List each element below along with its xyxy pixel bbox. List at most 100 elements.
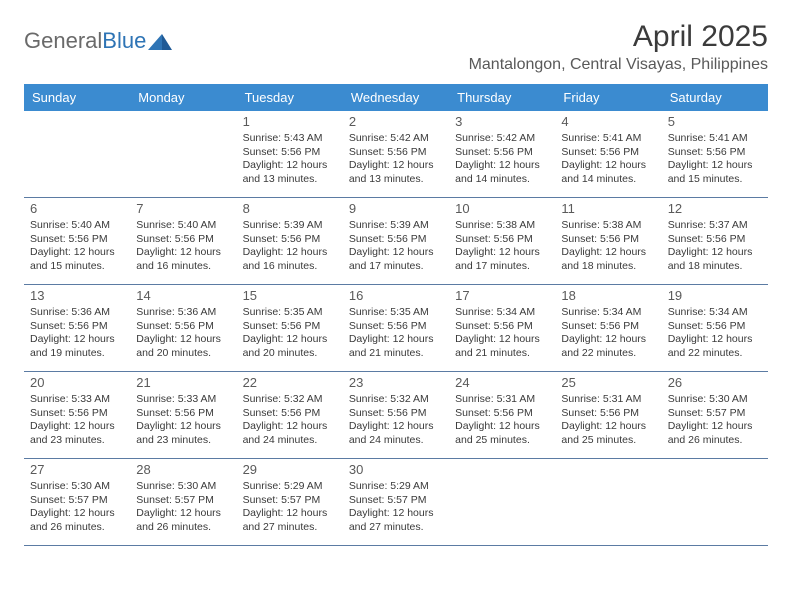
sunrise-text: Sunrise: 5:41 AM [561,132,655,146]
calendar-cell: 27Sunrise: 5:30 AMSunset: 5:57 PMDayligh… [24,459,130,545]
daylight-text: Daylight: 12 hours and 20 minutes. [136,333,230,360]
sunrise-text: Sunrise: 5:30 AM [30,480,124,494]
sunset-text: Sunset: 5:56 PM [349,146,443,160]
sunrise-text: Sunrise: 5:43 AM [243,132,337,146]
calendar-cell: 19Sunrise: 5:34 AMSunset: 5:56 PMDayligh… [662,285,768,371]
calendar-cell: 17Sunrise: 5:34 AMSunset: 5:56 PMDayligh… [449,285,555,371]
sunset-text: Sunset: 5:56 PM [136,233,230,247]
weekday-header: Sunday [24,84,130,111]
weekday-header: Tuesday [237,84,343,111]
sunrise-text: Sunrise: 5:29 AM [243,480,337,494]
week-row: 13Sunrise: 5:36 AMSunset: 5:56 PMDayligh… [24,285,768,372]
daylight-text: Daylight: 12 hours and 18 minutes. [668,246,762,273]
day-number: 3 [455,114,549,131]
daylight-text: Daylight: 12 hours and 20 minutes. [243,333,337,360]
calendar-cell: 18Sunrise: 5:34 AMSunset: 5:56 PMDayligh… [555,285,661,371]
sunrise-text: Sunrise: 5:42 AM [455,132,549,146]
sunrise-text: Sunrise: 5:35 AM [349,306,443,320]
daylight-text: Daylight: 12 hours and 26 minutes. [136,507,230,534]
calendar-cell: 2Sunrise: 5:42 AMSunset: 5:56 PMDaylight… [343,111,449,197]
calendar-cell: 25Sunrise: 5:31 AMSunset: 5:56 PMDayligh… [555,372,661,458]
daylight-text: Daylight: 12 hours and 24 minutes. [243,420,337,447]
daylight-text: Daylight: 12 hours and 18 minutes. [561,246,655,273]
sunrise-text: Sunrise: 5:32 AM [349,393,443,407]
calendar-cell: 24Sunrise: 5:31 AMSunset: 5:56 PMDayligh… [449,372,555,458]
week-row: 27Sunrise: 5:30 AMSunset: 5:57 PMDayligh… [24,459,768,546]
day-number: 28 [136,462,230,479]
calendar-cell: 9Sunrise: 5:39 AMSunset: 5:56 PMDaylight… [343,198,449,284]
brand-text-general: General [24,28,102,54]
day-number: 6 [30,201,124,218]
day-number: 13 [30,288,124,305]
daylight-text: Daylight: 12 hours and 16 minutes. [136,246,230,273]
day-number: 2 [349,114,443,131]
calendar-cell: 29Sunrise: 5:29 AMSunset: 5:57 PMDayligh… [237,459,343,545]
daylight-text: Daylight: 12 hours and 21 minutes. [455,333,549,360]
daylight-text: Daylight: 12 hours and 25 minutes. [455,420,549,447]
day-number: 9 [349,201,443,218]
sunrise-text: Sunrise: 5:34 AM [561,306,655,320]
brand-logo: GeneralBlue [24,20,174,54]
calendar: Sunday Monday Tuesday Wednesday Thursday… [24,84,768,546]
calendar-cell: 6Sunrise: 5:40 AMSunset: 5:56 PMDaylight… [24,198,130,284]
day-number: 25 [561,375,655,392]
calendar-cell: 8Sunrise: 5:39 AMSunset: 5:56 PMDaylight… [237,198,343,284]
sunrise-text: Sunrise: 5:40 AM [136,219,230,233]
week-row: 20Sunrise: 5:33 AMSunset: 5:56 PMDayligh… [24,372,768,459]
sunrise-text: Sunrise: 5:31 AM [455,393,549,407]
calendar-cell: 7Sunrise: 5:40 AMSunset: 5:56 PMDaylight… [130,198,236,284]
day-number: 20 [30,375,124,392]
calendar-cell: 12Sunrise: 5:37 AMSunset: 5:56 PMDayligh… [662,198,768,284]
calendar-cell: 14Sunrise: 5:36 AMSunset: 5:56 PMDayligh… [130,285,236,371]
sunrise-text: Sunrise: 5:29 AM [349,480,443,494]
sunrise-text: Sunrise: 5:36 AM [30,306,124,320]
sunrise-text: Sunrise: 5:38 AM [561,219,655,233]
sunset-text: Sunset: 5:56 PM [30,407,124,421]
sunrise-text: Sunrise: 5:34 AM [455,306,549,320]
calendar-cell: 28Sunrise: 5:30 AMSunset: 5:57 PMDayligh… [130,459,236,545]
sunset-text: Sunset: 5:56 PM [349,407,443,421]
sunset-text: Sunset: 5:56 PM [561,407,655,421]
sunset-text: Sunset: 5:56 PM [136,407,230,421]
day-number: 26 [668,375,762,392]
sunset-text: Sunset: 5:56 PM [561,146,655,160]
brand-triangle-icon [148,32,174,50]
day-number: 24 [455,375,549,392]
sunrise-text: Sunrise: 5:42 AM [349,132,443,146]
sunrise-text: Sunrise: 5:30 AM [136,480,230,494]
calendar-cell [130,111,236,197]
daylight-text: Daylight: 12 hours and 22 minutes. [561,333,655,360]
sunset-text: Sunset: 5:56 PM [455,407,549,421]
calendar-cell: 4Sunrise: 5:41 AMSunset: 5:56 PMDaylight… [555,111,661,197]
day-number: 16 [349,288,443,305]
calendar-cell: 13Sunrise: 5:36 AMSunset: 5:56 PMDayligh… [24,285,130,371]
sunset-text: Sunset: 5:56 PM [136,320,230,334]
sunrise-text: Sunrise: 5:32 AM [243,393,337,407]
calendar-cell [24,111,130,197]
sunrise-text: Sunrise: 5:38 AM [455,219,549,233]
sunrise-text: Sunrise: 5:33 AM [30,393,124,407]
sunset-text: Sunset: 5:56 PM [349,320,443,334]
sunrise-text: Sunrise: 5:33 AM [136,393,230,407]
weekday-header: Monday [130,84,236,111]
header: GeneralBlue April 2025 Mantalongon, Cent… [24,20,768,74]
day-number: 19 [668,288,762,305]
weekday-header: Wednesday [343,84,449,111]
day-number: 15 [243,288,337,305]
sunset-text: Sunset: 5:56 PM [30,320,124,334]
day-number: 27 [30,462,124,479]
calendar-cell: 21Sunrise: 5:33 AMSunset: 5:56 PMDayligh… [130,372,236,458]
daylight-text: Daylight: 12 hours and 14 minutes. [455,159,549,186]
day-number: 11 [561,201,655,218]
daylight-text: Daylight: 12 hours and 13 minutes. [243,159,337,186]
day-number: 5 [668,114,762,131]
calendar-cell [555,459,661,545]
brand-text-blue: Blue [102,28,146,54]
calendar-cell [449,459,555,545]
calendar-cell: 16Sunrise: 5:35 AMSunset: 5:56 PMDayligh… [343,285,449,371]
sunset-text: Sunset: 5:56 PM [455,146,549,160]
title-block: April 2025 Mantalongon, Central Visayas,… [469,20,768,74]
daylight-text: Daylight: 12 hours and 26 minutes. [668,420,762,447]
calendar-cell: 22Sunrise: 5:32 AMSunset: 5:56 PMDayligh… [237,372,343,458]
calendar-cell: 11Sunrise: 5:38 AMSunset: 5:56 PMDayligh… [555,198,661,284]
